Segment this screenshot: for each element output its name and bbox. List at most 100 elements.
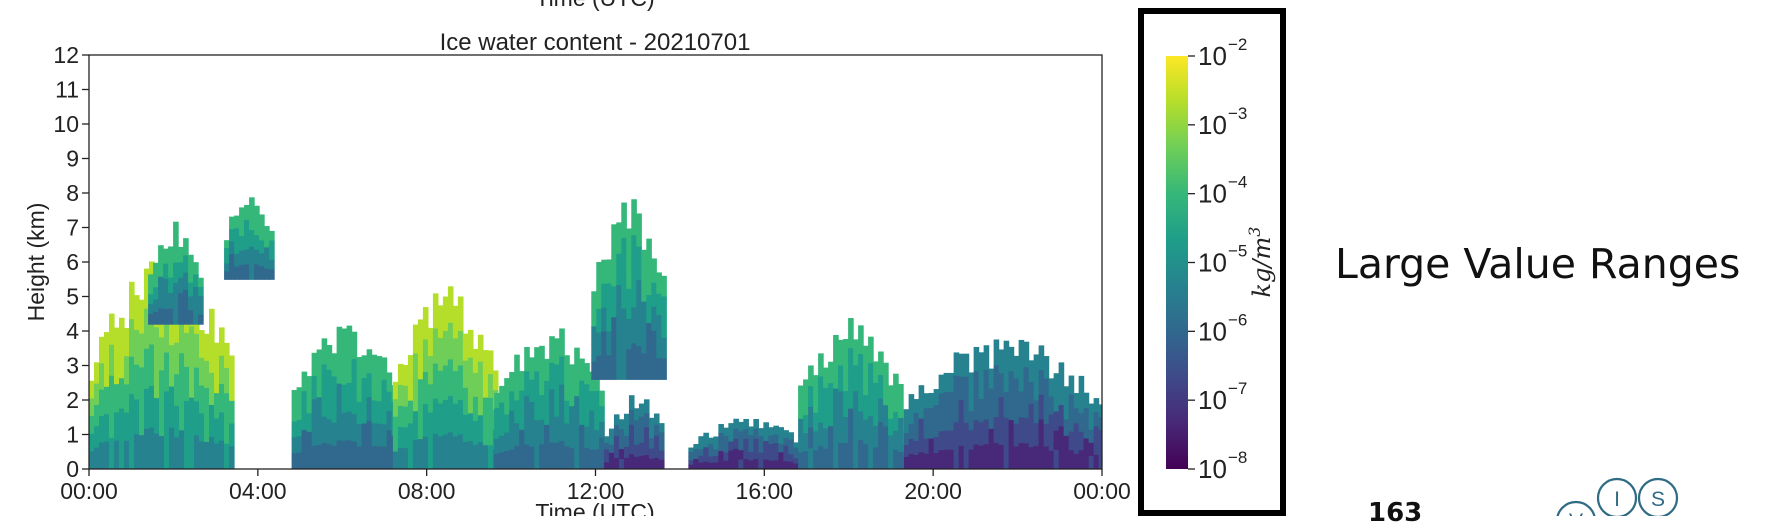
heatmap-cell xyxy=(1053,373,1060,393)
heatmap-cell xyxy=(783,430,789,439)
heatmap-cell xyxy=(893,449,899,469)
heatmap-cell xyxy=(544,380,550,404)
heatmap-cell xyxy=(983,419,990,445)
heatmap-cell xyxy=(868,363,874,391)
heatmap-cell xyxy=(209,340,215,374)
heatmap-cell xyxy=(457,434,464,469)
heatmap-cell xyxy=(164,313,170,354)
heatmap-cell xyxy=(898,400,904,419)
heatmap-cell xyxy=(601,331,607,356)
heatmap-cell xyxy=(713,436,719,444)
heatmap-cell xyxy=(873,382,879,406)
heatmap-cell xyxy=(993,443,1000,469)
heatmap-cell xyxy=(773,425,779,435)
heatmap-cell xyxy=(341,356,348,386)
heatmap-cell xyxy=(753,418,759,430)
heatmap-cell xyxy=(214,342,220,369)
heatmap-cell xyxy=(848,348,854,380)
heatmap-cell xyxy=(291,389,298,407)
heatmap-cell xyxy=(188,296,194,311)
heatmap-cell xyxy=(89,451,95,469)
heatmap-cell xyxy=(164,352,170,392)
heatmap-cell xyxy=(477,334,484,363)
x-tick-label: 00:00 xyxy=(1073,478,1131,504)
heatmap-cell xyxy=(579,358,585,382)
heatmap-cell xyxy=(199,441,205,469)
heatmap-cell xyxy=(402,406,409,428)
heatmap-cell xyxy=(591,344,597,363)
heatmap-cell xyxy=(628,409,635,426)
heatmap-cell xyxy=(643,441,650,456)
heatmap-cell xyxy=(1038,345,1045,371)
heatmap-cell xyxy=(728,459,734,469)
heatmap-cell xyxy=(574,444,580,469)
heatmap-cell xyxy=(209,372,215,406)
heatmap-cell xyxy=(331,422,338,447)
heatmap-cell xyxy=(818,399,824,424)
heatmap-cell xyxy=(883,383,889,406)
heatmap-cell xyxy=(998,421,1005,446)
heatmap-cell xyxy=(174,311,180,344)
heatmap-cell xyxy=(432,293,439,330)
heatmap-cell xyxy=(499,385,505,404)
heatmap-cell xyxy=(708,462,714,469)
heatmap-cell xyxy=(249,197,255,215)
heatmap-cell xyxy=(139,435,145,469)
heatmap-cell xyxy=(519,410,525,431)
heatmap-cell xyxy=(596,308,602,333)
heatmap-cell xyxy=(386,372,393,393)
heatmap-cell xyxy=(963,399,970,424)
heatmap-cell xyxy=(559,412,565,442)
heatmap-cell xyxy=(219,355,225,385)
heatmap-cell xyxy=(244,249,250,265)
heatmap-cell xyxy=(554,338,560,366)
heatmap-cell xyxy=(472,396,479,422)
heatmap-cell xyxy=(758,428,764,437)
heatmap-cell xyxy=(988,388,995,410)
y-tick-label: 4 xyxy=(66,318,79,344)
heatmap-cell xyxy=(178,262,184,279)
heatmap-cell xyxy=(417,379,424,410)
heatmap-cell xyxy=(193,262,199,276)
heatmap-cell xyxy=(311,352,318,377)
heatmap-cell xyxy=(336,383,343,413)
heatmap-cell xyxy=(336,440,343,469)
heatmap-cell xyxy=(519,449,525,469)
heatmap-cell xyxy=(698,436,704,444)
heatmap-cell xyxy=(134,399,140,435)
heatmap-cell xyxy=(159,403,165,437)
heatmap-cell xyxy=(204,360,210,389)
heatmap-cell xyxy=(188,254,194,270)
heatmap-cell xyxy=(1028,403,1035,427)
heatmap-cell xyxy=(214,443,220,469)
heatmap-cell xyxy=(301,430,308,451)
heatmap-cell xyxy=(763,450,769,461)
heatmap-cell xyxy=(878,422,884,447)
heatmap-cell xyxy=(219,440,225,469)
heatmap-cell xyxy=(948,411,955,432)
heatmap-cell xyxy=(467,385,474,414)
heatmap-cell xyxy=(1068,412,1075,433)
heatmap-cell xyxy=(788,461,794,469)
heatmap-cell xyxy=(296,387,303,405)
heatmap-cell xyxy=(341,384,348,414)
heatmap-cell xyxy=(641,249,647,277)
heatmap-cell xyxy=(144,268,150,310)
heatmap-cell xyxy=(234,241,240,255)
heatmap-cell xyxy=(209,404,215,438)
heatmap-cell xyxy=(178,246,184,264)
heatmap-cell xyxy=(1078,394,1085,414)
heatmap-cell xyxy=(316,349,323,375)
heatmap-cell xyxy=(658,450,665,461)
heatmap-cell xyxy=(918,452,925,469)
heatmap-cell xyxy=(858,354,864,384)
heatmap-cell xyxy=(589,410,595,431)
heatmap-cell xyxy=(788,454,794,463)
heatmap-cell xyxy=(269,240,275,251)
heatmap-cell xyxy=(808,406,814,429)
heatmap-cell xyxy=(514,400,520,424)
x-axis-title: Time (UTC) xyxy=(535,499,654,516)
heatmap-cell xyxy=(643,413,650,428)
heatmap-cell xyxy=(224,263,230,273)
heatmap-cell xyxy=(623,435,630,448)
